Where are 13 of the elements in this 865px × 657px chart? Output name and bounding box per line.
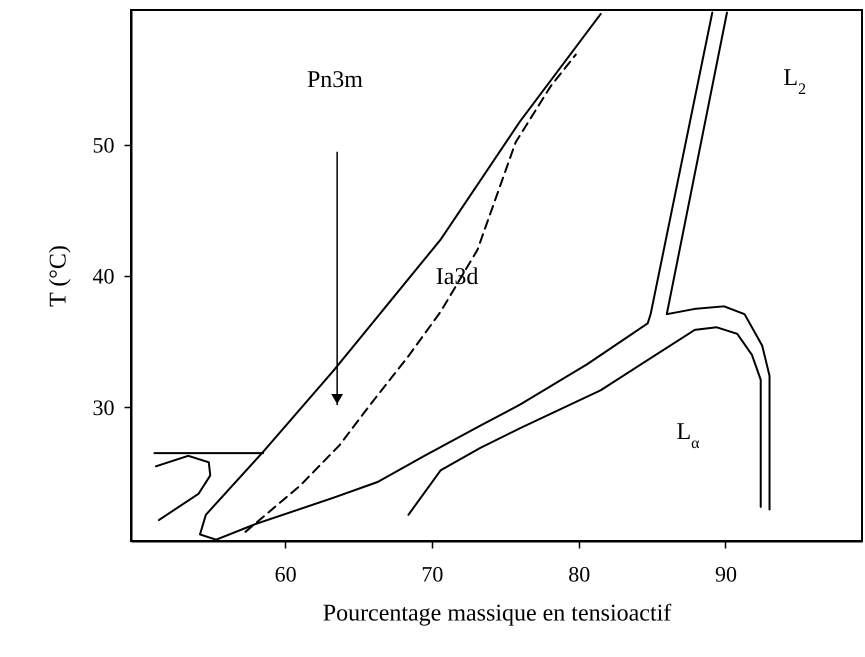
y-tick-label: 30 [92, 394, 114, 420]
x-tick-label: 60 [274, 562, 297, 586]
x-tick-label: 70 [421, 562, 444, 586]
y-axis-title: T (°C) [46, 245, 72, 307]
annotation: Pn3m [306, 67, 364, 94]
x-tick-label: 90 [714, 562, 737, 586]
x-tick-label: 80 [568, 562, 590, 586]
annotation: Ia3d [436, 264, 478, 290]
y-tick-label: 50 [92, 132, 114, 158]
annotation: L$_{2}$ [783, 64, 806, 98]
x-axis-title: Pourcentage massique en tensioactif [322, 600, 672, 626]
y-tick-label: 40 [92, 264, 114, 289]
annotation: L$_{α}$ [676, 419, 700, 452]
